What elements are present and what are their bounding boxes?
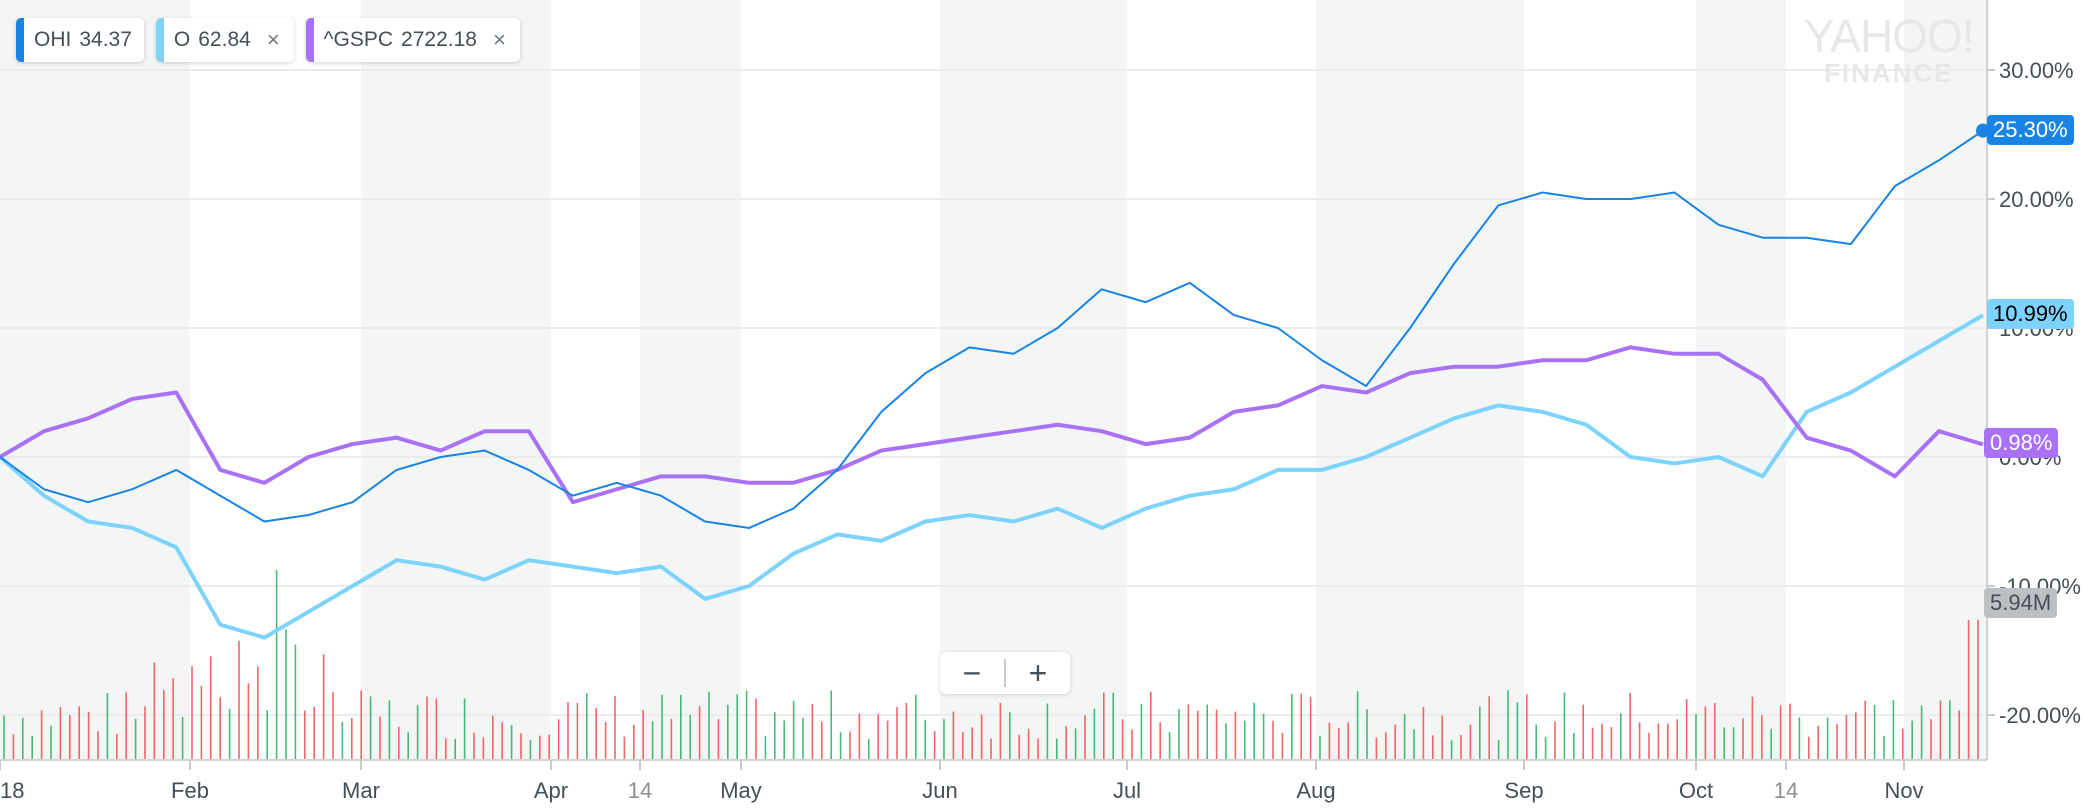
y-axis-label: 20.00% [1999, 187, 2074, 212]
watermark-line1: YAHOO! [1804, 10, 1975, 62]
volume-last-value-tag: 5.94M [1984, 588, 2058, 618]
legend-symbol: OHI [34, 28, 72, 51]
x-axis-label: Mar [342, 778, 380, 803]
x-axis-label: 14 [628, 778, 652, 803]
month-band [361, 0, 551, 760]
zoom-divider [1004, 659, 1006, 687]
x-axis-label: 18 [0, 778, 24, 803]
legend-chip-ohi[interactable]: OHI 34.37 [16, 18, 144, 62]
watermark-line2: FINANCE [1823, 58, 1954, 88]
legend-symbol: ^GSPC [323, 28, 394, 51]
legend-chip-o[interactable]: O 62.84 × [155, 18, 294, 62]
x-axis-label: Nov [1884, 778, 1923, 803]
series-line-gspc[interactable] [0, 345, 1984, 505]
y-axis-label: -20.00% [1999, 703, 2081, 728]
x-axis-label: Aug [1296, 778, 1335, 803]
legend-price: 34.37 [79, 28, 132, 51]
series-line-ohi[interactable] [0, 129, 1984, 529]
comparison-legend: OHI 34.37 O 62.84 × ^GSPC 2722.18 × [16, 18, 520, 62]
yahoo-finance-watermark: YAHOO! FINANCE [1804, 10, 1975, 88]
legend-price: 2722.18 [401, 28, 477, 51]
month-band [940, 0, 1127, 760]
month-band [0, 0, 190, 760]
series-color-swatch [16, 18, 24, 62]
x-axis-label: May [720, 778, 762, 803]
legend-symbol: O [173, 28, 191, 51]
o-last-value-tag: 10.99% [1987, 299, 2074, 329]
month-band [1904, 0, 1987, 760]
remove-comparison-close-icon[interactable]: × [492, 27, 506, 52]
zoom-in-button[interactable]: + [1028, 655, 1048, 691]
legend-chip-gspc[interactable]: ^GSPC 2722.18 × [305, 18, 520, 62]
x-axis-label: 14 [1774, 778, 1798, 803]
zoom-out-button[interactable]: − [962, 655, 982, 691]
month-band [1696, 0, 1786, 760]
x-axis-label: Apr [534, 778, 568, 803]
series-line-o[interactable] [0, 313, 1985, 640]
zoom-controls: − + [940, 652, 1070, 694]
series-color-swatch [155, 18, 164, 62]
x-axis-label: Oct [1679, 778, 1713, 803]
ohi-last-point-marker [1976, 123, 1990, 138]
month-band [640, 0, 741, 760]
remove-comparison-close-icon[interactable]: × [266, 27, 280, 52]
series-color-swatch [305, 18, 314, 62]
x-axis-label: Jul [1113, 778, 1141, 803]
gspc-last-value-tag: 0.98% [1984, 428, 2059, 458]
x-axis-label: Sep [1504, 778, 1543, 803]
legend-price: 62.84 [198, 28, 251, 51]
y-axis-label: 30.00% [1999, 58, 2074, 83]
month-band [1316, 0, 1524, 760]
x-axis-label: Jun [922, 778, 957, 803]
ohi-last-value-tag: 25.30% [1987, 115, 2074, 145]
x-axis-label: Feb [171, 778, 209, 803]
